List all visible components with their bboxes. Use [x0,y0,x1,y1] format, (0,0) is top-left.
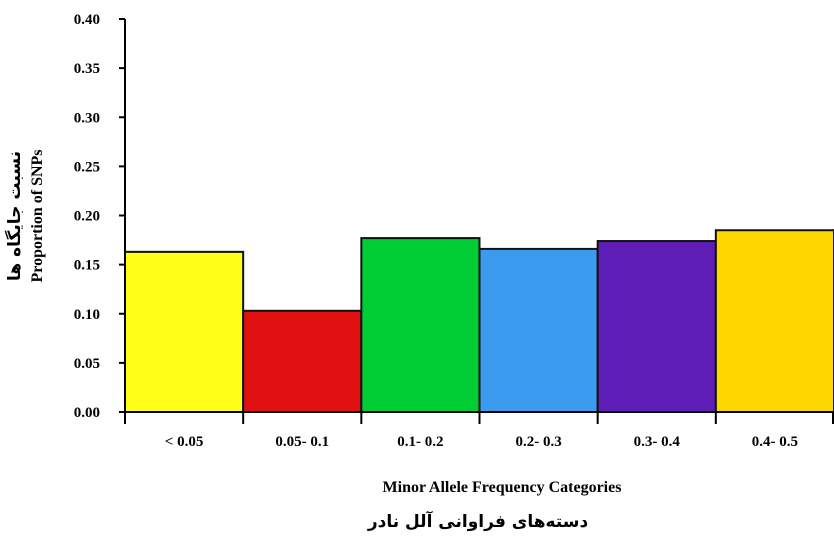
x-tick-label-4: 0.3- 0.4 [634,434,681,450]
x-tick-label-2: 0.1- 0.2 [397,434,443,450]
x-tick-label-1: 0.05- 0.1 [275,434,329,450]
y-tick-label-0: 0.00 [74,405,100,421]
bar-1 [242,309,363,413]
y-tick-label-2: 0.10 [74,307,100,323]
y-tick-label-5: 0.25 [74,159,100,175]
y-tick-label-8: 0.40 [74,12,100,28]
y-tick-label-3: 0.15 [74,258,100,274]
x-axis-title: Minor Allele Frequency Categories [383,479,622,496]
bar-0 [124,250,245,413]
bar-4 [596,240,717,413]
y-ticks-group: 0.00 0.05 0.10 0.15 0.20 0.25 0.30 0.35 0.40 [74,12,125,421]
y-tick-label-7: 0.35 [74,61,100,77]
y-axis-title: Proportion of SNPs [29,149,46,282]
bars-group [124,229,834,413]
x-tick-label-3: 0.2- 0.3 [515,434,561,450]
y-tick-label-1: 0.05 [74,356,100,372]
x-ticks-group: < 0.05 0.05- 0.1 0.1- 0.2 0.2- 0.3 0.3- 0.4 0… [124,412,834,450]
bar-5 [714,229,834,413]
y-axis-title-fa: نسبت جایگاه ها [4,151,25,281]
bar-2 [360,237,481,413]
x-tick-label-0: < 0.05 [165,434,204,450]
y-tick-label-4: 0.20 [74,209,100,225]
y-tick-label-6: 0.30 [74,110,100,126]
bar-3 [478,247,599,413]
x-tick-label-5: 0.4- 0.5 [752,434,798,450]
x-axis-title-fa: دسته‌های فراوانی آلل نادر [367,510,589,532]
